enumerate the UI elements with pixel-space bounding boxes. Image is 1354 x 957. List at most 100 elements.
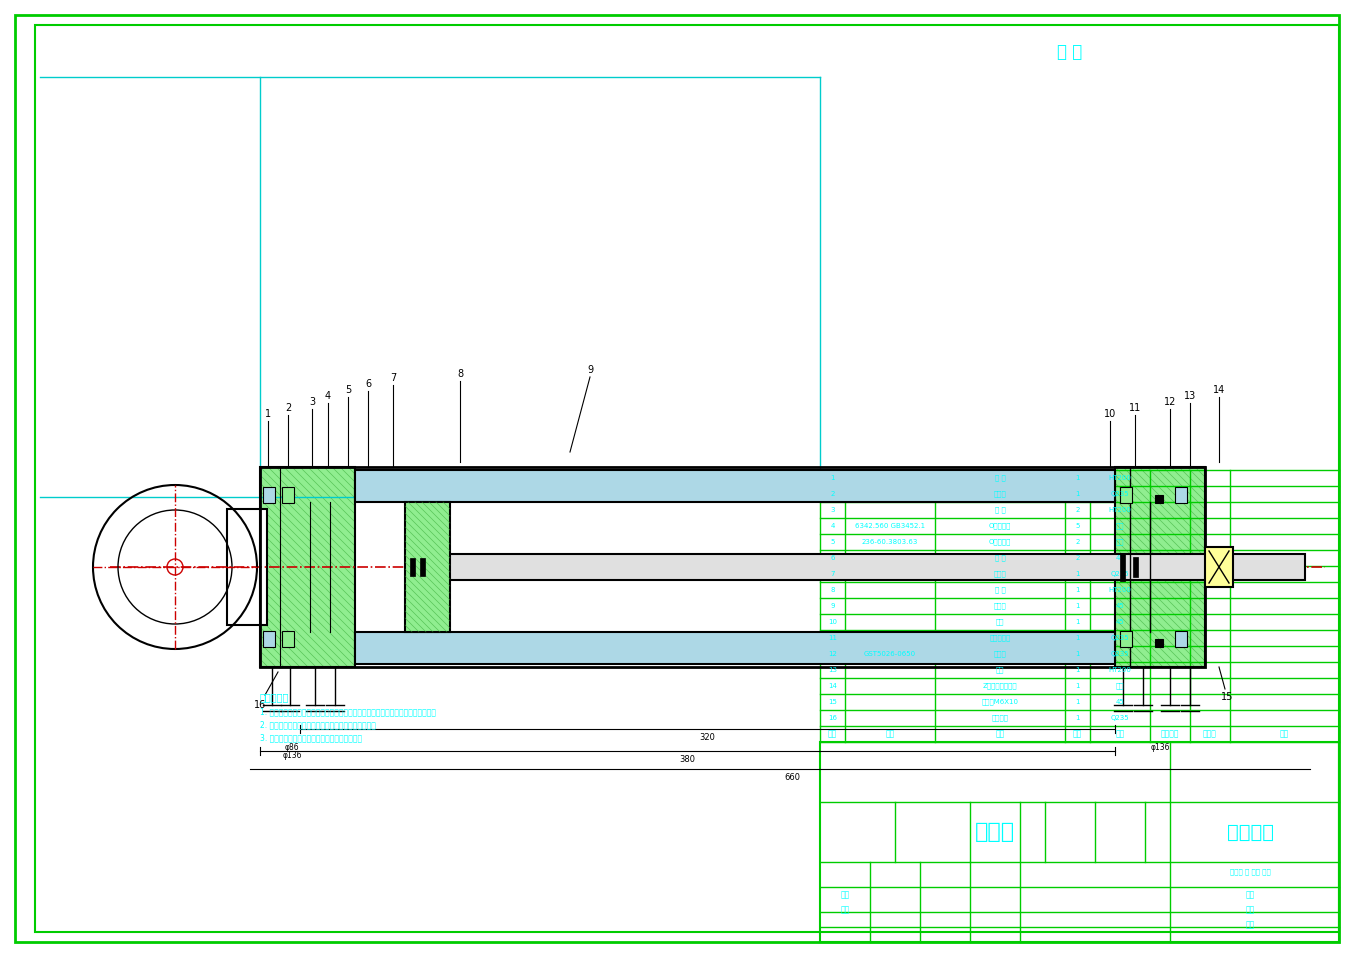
Text: 11: 11: [829, 635, 837, 641]
Text: Q235: Q235: [1110, 491, 1129, 497]
Text: 算图: 算图: [841, 905, 849, 915]
Text: 12: 12: [1164, 397, 1177, 407]
Text: 无杆活塞: 无杆活塞: [991, 715, 1009, 722]
Text: 弥 等: 弥 等: [995, 587, 1006, 593]
Text: HT200: HT200: [1109, 475, 1132, 481]
Text: 4: 4: [325, 391, 332, 401]
Text: 1: 1: [1075, 491, 1079, 497]
Text: 236-60.3803.63: 236-60.3803.63: [861, 539, 918, 545]
Bar: [282, 631, 294, 647]
Bar: [420, 558, 425, 576]
Text: GST5026-0650: GST5026-0650: [864, 651, 917, 657]
Text: HT200: HT200: [1109, 587, 1132, 593]
Text: φ136: φ136: [1151, 743, 1170, 751]
Text: 数量: 数量: [1072, 729, 1082, 739]
Text: 活 尸: 活 尸: [995, 506, 1006, 513]
Text: 1: 1: [1075, 475, 1079, 481]
Text: 1: 1: [830, 475, 835, 481]
Text: 2: 2: [1075, 555, 1079, 561]
Bar: [260, 467, 355, 667]
Text: 1: 1: [1075, 667, 1079, 673]
Text: 3. 添加符合规定的液压油，安装后应进行调试。: 3. 添加符合规定的液压油，安装后应进行调试。: [260, 733, 362, 743]
Bar: [410, 558, 414, 576]
Bar: [282, 487, 294, 503]
Text: 660: 660: [784, 772, 800, 782]
Text: 45: 45: [1116, 699, 1124, 705]
Text: 7: 7: [390, 373, 397, 383]
Text: 16: 16: [255, 700, 267, 710]
Text: 9: 9: [830, 603, 835, 609]
Text: 1: 1: [1075, 699, 1079, 705]
Text: 11: 11: [1129, 403, 1141, 413]
Bar: [1120, 553, 1125, 581]
Text: 15: 15: [1221, 692, 1233, 702]
Bar: [1155, 495, 1163, 503]
Bar: [1133, 557, 1137, 577]
Bar: [260, 467, 1205, 667]
Text: 橡胶: 橡胶: [1116, 523, 1124, 529]
Text: Z型无骨架密封圈: Z型无骨架密封圈: [983, 682, 1017, 689]
Text: 5: 5: [1075, 523, 1079, 529]
Text: 1: 1: [1075, 635, 1079, 641]
Text: HT200: HT200: [1109, 507, 1132, 513]
Text: 45: 45: [1116, 619, 1124, 625]
Text: 查数字 页 重量 比例: 查数字 页 重量 比例: [1229, 869, 1270, 876]
Text: 名称: 名称: [995, 729, 1005, 739]
Text: 13: 13: [829, 667, 837, 673]
Text: Q235: Q235: [1110, 571, 1129, 577]
Bar: [263, 487, 275, 503]
Text: 10: 10: [1104, 409, 1116, 419]
Text: O形密封圈: O形密封圈: [988, 539, 1011, 545]
Text: 1: 1: [265, 409, 271, 419]
Bar: [1155, 639, 1163, 647]
Text: 1. 面向密封圈安装前应用淹润油涂抛工作表面，安装时注意密封圈方向，方向装吹。: 1. 面向密封圈安装前应用淹润油涂抛工作表面，安装时注意密封圈方向，方向装吹。: [260, 707, 436, 717]
Text: 1: 1: [1075, 651, 1079, 657]
Text: 6: 6: [366, 379, 371, 389]
Bar: [1205, 547, 1233, 587]
Text: 3: 3: [309, 397, 315, 407]
Bar: [263, 631, 275, 647]
Text: 序号: 序号: [827, 729, 837, 739]
Text: 2: 2: [1075, 507, 1079, 513]
Bar: [445, 554, 1305, 580]
Text: 备注: 备注: [1280, 729, 1289, 739]
Text: 活塞杆: 活塞杆: [994, 603, 1006, 610]
Text: 兄套: 兄套: [995, 667, 1005, 674]
Text: 单件质量: 单件质量: [1160, 729, 1179, 739]
Text: 9: 9: [586, 365, 593, 375]
Text: 单向阀: 单向阀: [994, 491, 1006, 498]
Bar: [355, 632, 1114, 664]
Text: 14: 14: [829, 683, 837, 689]
Text: 1: 1: [1075, 603, 1079, 609]
Text: 7: 7: [830, 571, 835, 577]
Text: 工段: 工段: [1246, 891, 1255, 900]
Text: 2: 2: [830, 491, 834, 497]
Text: 8: 8: [456, 369, 463, 379]
Bar: [1175, 487, 1187, 503]
Text: 油缸圆M6X10: 油缸圆M6X10: [982, 699, 1018, 705]
Text: 2: 2: [284, 403, 291, 413]
Text: 12: 12: [829, 651, 837, 657]
Text: 13: 13: [1183, 391, 1196, 401]
Text: 2. 各油口密封装配合面应清洗干净，不得有异物存入。: 2. 各油口密封装配合面应清洗干净，不得有异物存入。: [260, 721, 376, 729]
Text: 15: 15: [829, 699, 837, 705]
Bar: [227, 509, 267, 625]
Text: 45: 45: [1116, 555, 1124, 561]
Text: Q235: Q235: [1110, 635, 1129, 641]
Text: φ86: φ86: [284, 743, 299, 751]
Text: 大湖学院: 大湖学院: [1227, 822, 1274, 841]
Text: 模其套: 模其套: [994, 570, 1006, 577]
Text: 16: 16: [829, 715, 837, 721]
Text: 1: 1: [1075, 587, 1079, 593]
Bar: [1120, 631, 1132, 647]
Text: 6: 6: [830, 555, 835, 561]
Text: 1: 1: [1075, 619, 1079, 625]
Bar: [1175, 631, 1187, 647]
Text: 14: 14: [1213, 385, 1225, 395]
Text: 工序: 工序: [1246, 905, 1255, 915]
Text: 总质量: 总质量: [1204, 729, 1217, 739]
Bar: [1114, 467, 1205, 667]
Text: O形密封圈: O形密封圈: [988, 523, 1011, 529]
Text: 1: 1: [1075, 571, 1079, 577]
Text: 缓冲器盖板: 缓冲器盖板: [990, 634, 1010, 641]
